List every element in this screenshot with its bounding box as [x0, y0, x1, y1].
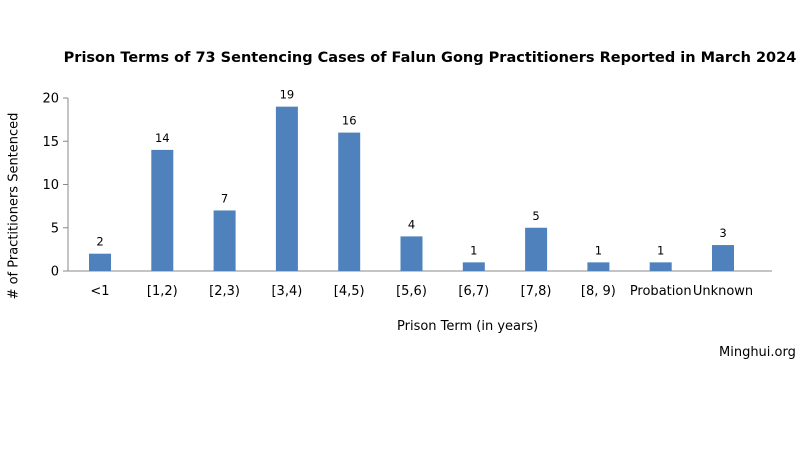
data-label: 16 — [342, 114, 357, 128]
bar — [213, 210, 236, 271]
data-label: 2 — [96, 235, 103, 249]
x-tick-label: [8, 9) — [581, 284, 616, 299]
chart-title: Prison Terms of 73 Sentencing Cases of F… — [63, 50, 797, 66]
data-label: 19 — [280, 88, 295, 102]
y-axis-label: # of Practitioners Sentenced — [6, 112, 22, 300]
bar — [89, 253, 111, 271]
bar — [338, 132, 361, 271]
x-tick-label: [7,8) — [521, 284, 552, 299]
bar — [151, 149, 174, 271]
bar — [587, 262, 610, 271]
data-label: 1 — [470, 243, 477, 257]
x-tick-label: [3,4) — [271, 284, 302, 299]
bar — [462, 262, 485, 271]
bar — [275, 106, 298, 272]
bar — [400, 236, 423, 271]
y-tick-label: 10 — [42, 178, 59, 193]
x-tick-label: Probation — [630, 284, 692, 299]
data-label: 4 — [408, 217, 415, 231]
bar — [649, 262, 672, 271]
bar — [525, 227, 548, 271]
x-tick-label: [4,5) — [334, 284, 365, 299]
y-tick-label: 0 — [51, 265, 59, 280]
x-tick-label: Unknown — [693, 284, 753, 299]
x-tick-label: [2,3) — [209, 284, 240, 299]
bar — [712, 245, 734, 271]
x-tick-label: [1,2) — [147, 284, 178, 299]
data-label: 1 — [595, 243, 602, 257]
y-tick-label: 5 — [51, 221, 59, 236]
x-tick-label: [6,7) — [458, 284, 489, 299]
source-credit: Minghui.org — [719, 345, 796, 360]
data-label: 1 — [657, 243, 664, 257]
x-tick-label: <1 — [90, 284, 109, 299]
x-axis-label: Prison Term (in years) — [397, 319, 539, 334]
y-tick-label: 15 — [42, 135, 59, 150]
data-label: 7 — [221, 191, 228, 205]
y-tick-label: 20 — [42, 92, 59, 107]
data-label: 14 — [155, 131, 170, 145]
x-tick-label: [5,6) — [396, 284, 427, 299]
data-label: 3 — [719, 226, 726, 240]
data-label: 5 — [532, 209, 539, 223]
